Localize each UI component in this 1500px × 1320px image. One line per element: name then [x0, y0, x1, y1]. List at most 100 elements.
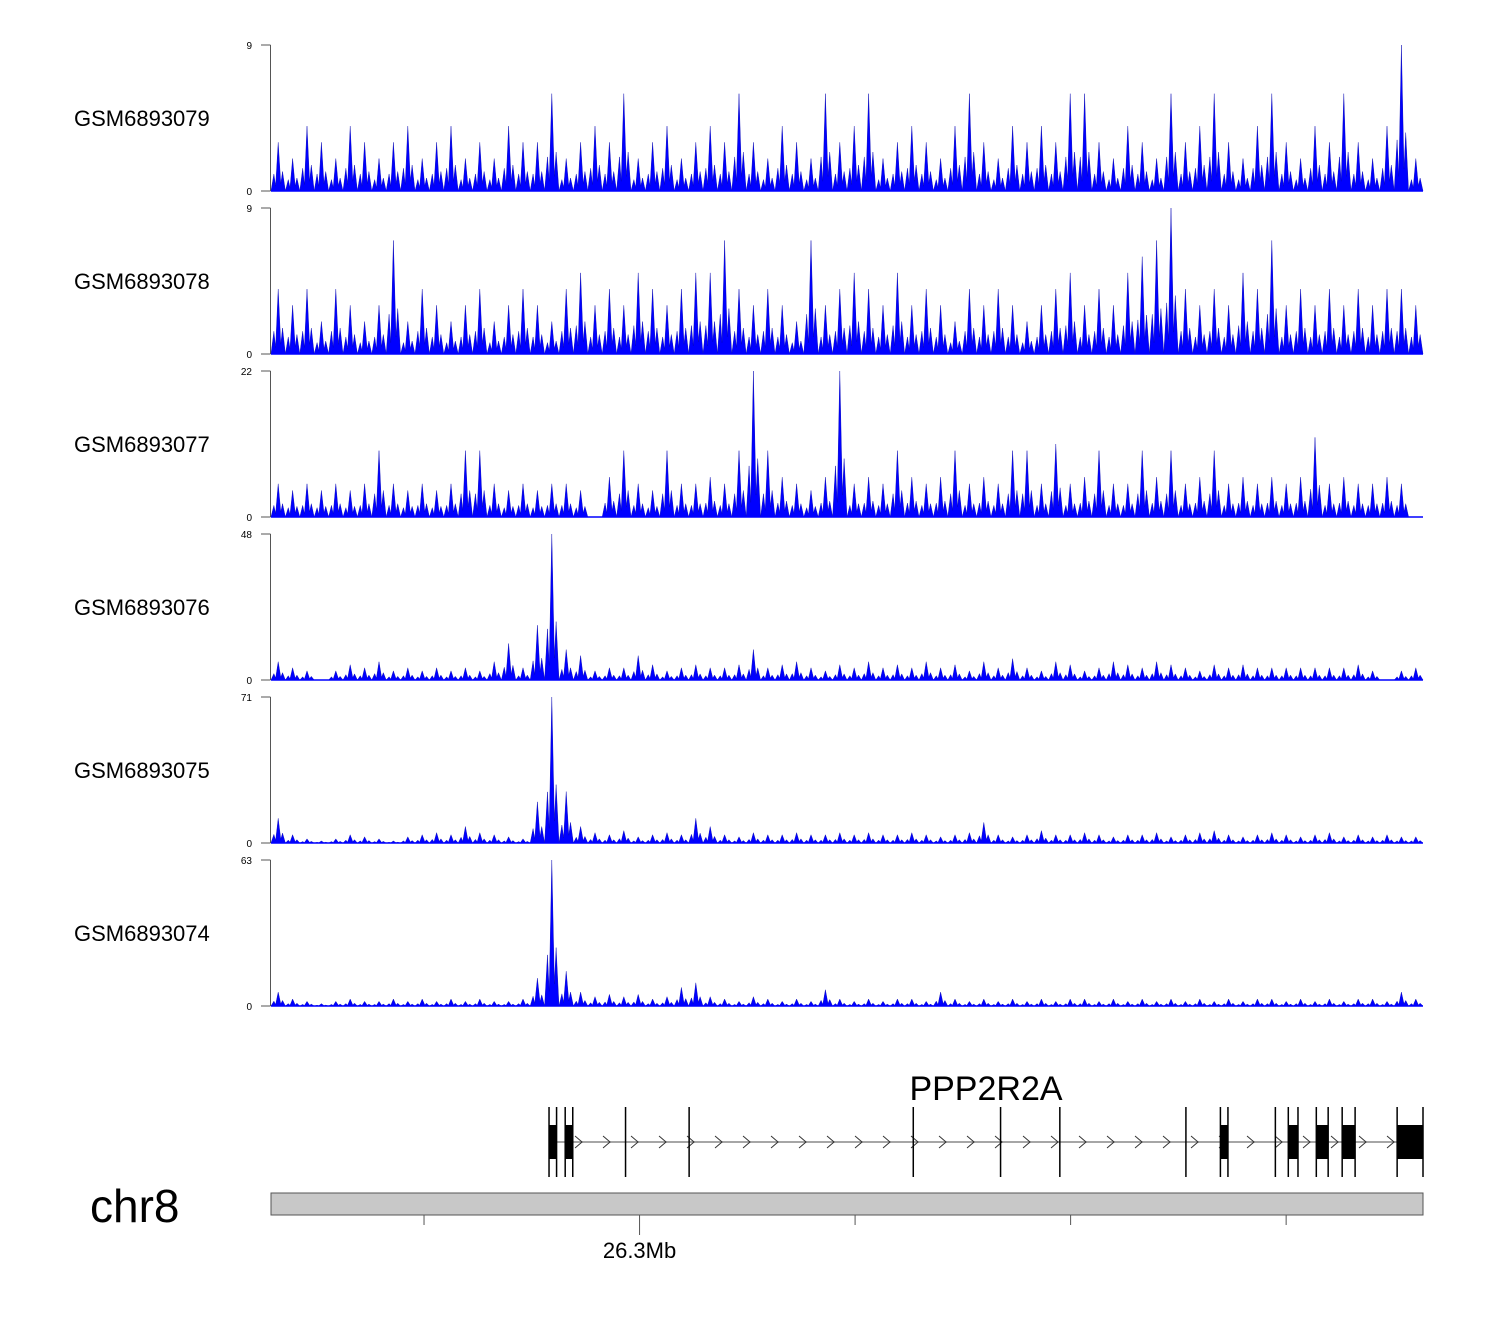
strand-arrow-icon	[1162, 1135, 1171, 1149]
signal-bin	[832, 370, 848, 518]
signal-bin	[1264, 240, 1280, 355]
signal-bin	[1105, 158, 1121, 192]
signal-bin	[889, 272, 905, 355]
signal-bin	[371, 305, 387, 355]
signal-bin	[1163, 836, 1179, 844]
signal-bin	[1091, 450, 1107, 518]
signal-bin	[558, 791, 574, 844]
signal-bin	[630, 655, 646, 681]
signal-bin	[745, 649, 761, 681]
signal-bin	[1105, 661, 1121, 681]
signal-bin	[414, 158, 430, 192]
signal-bin	[832, 142, 848, 192]
signal-bin	[630, 158, 646, 192]
signal-bin	[270, 661, 286, 681]
signal-bin	[1177, 142, 1193, 192]
signal-bin	[385, 670, 402, 681]
signal-bin	[544, 483, 560, 518]
strand-arrow-icon	[742, 1135, 751, 1149]
signal-bin	[400, 490, 416, 518]
signal-bin	[976, 661, 992, 681]
signal-bin	[1105, 836, 1122, 844]
signal-bin	[1033, 126, 1049, 192]
signal-bin	[1033, 483, 1049, 518]
signal-bin	[371, 158, 387, 192]
signal-bin	[932, 836, 949, 844]
signal-bin	[601, 834, 618, 844]
signal-bin	[1335, 836, 1352, 844]
signal-bin	[443, 126, 459, 192]
signal-bin	[1364, 998, 1381, 1007]
signal-bin	[673, 483, 689, 518]
signal-bin	[1062, 834, 1078, 844]
signal-bin	[1091, 289, 1107, 355]
signal-bin	[1163, 93, 1179, 192]
signal-bin	[414, 998, 430, 1007]
signal-bin	[961, 289, 977, 355]
signal-bin	[472, 831, 488, 844]
signal-bin	[1307, 126, 1323, 192]
signal-bin	[1105, 483, 1121, 518]
signal-bin	[529, 142, 545, 192]
signal-bin	[1379, 289, 1395, 355]
signal-bin	[1177, 289, 1193, 355]
signal-bin	[803, 667, 819, 681]
signal-bin	[1077, 305, 1093, 355]
signal-bin	[385, 142, 401, 192]
y-tick-label: 63	[241, 856, 253, 867]
strand-arrow-icon	[826, 1135, 835, 1149]
signal-bin	[328, 670, 344, 681]
signal-bin	[817, 477, 833, 518]
signal-bin	[457, 158, 473, 192]
signal-bin	[1120, 664, 1136, 681]
signal-bin	[544, 533, 560, 681]
signal-bin	[515, 142, 531, 192]
signal-bin	[1192, 477, 1208, 518]
signal-bin	[601, 667, 617, 681]
signal-bin	[529, 625, 545, 681]
signal-bin	[673, 289, 689, 355]
signal-bin	[1077, 93, 1093, 192]
strand-arrow-icon	[798, 1135, 807, 1149]
signal-bin	[515, 667, 531, 681]
signal-bin	[1005, 450, 1021, 518]
signal-bin	[1235, 477, 1251, 518]
signal-bin	[1192, 998, 1208, 1007]
signal-bin	[501, 490, 517, 518]
genome-axis: chr8 26.3Mb	[90, 1180, 1424, 1263]
signal-bin	[1365, 305, 1381, 355]
signal-bin	[846, 667, 862, 681]
signal-bin	[457, 667, 473, 681]
exon	[1220, 1125, 1228, 1159]
signal-bin	[947, 450, 963, 518]
signal-bin	[731, 450, 747, 518]
signal-bin	[1091, 667, 1107, 681]
signal-bin	[774, 477, 790, 518]
signal-bin	[472, 142, 488, 192]
signal-bin	[371, 450, 387, 518]
strand-arrow-icon	[966, 1135, 975, 1149]
signal-bin	[1336, 93, 1352, 192]
signal-bin	[616, 93, 632, 192]
signal-bin	[659, 996, 675, 1007]
signal-bin	[1033, 998, 1050, 1007]
signal-bin	[976, 305, 992, 355]
signal-bin	[457, 305, 473, 355]
signal-bin	[889, 664, 905, 681]
y-tick-label: 0	[246, 187, 252, 198]
signal-bin	[745, 370, 761, 518]
track-label: GSM6893075	[74, 758, 210, 783]
signal-bin	[1192, 831, 1208, 844]
signal-bin	[1321, 483, 1337, 518]
chromosome-label: chr8	[90, 1180, 179, 1232]
signal-bin	[788, 998, 805, 1007]
signal-bin	[601, 142, 617, 192]
signal-bin	[1048, 834, 1064, 844]
signal-bin	[1033, 830, 1049, 844]
signal-bin	[1062, 272, 1078, 355]
signal-bin	[501, 126, 517, 192]
signal-bin	[875, 305, 891, 355]
signal-bin	[486, 834, 502, 844]
signal-bin	[832, 831, 848, 844]
signal-bin	[1149, 240, 1165, 355]
